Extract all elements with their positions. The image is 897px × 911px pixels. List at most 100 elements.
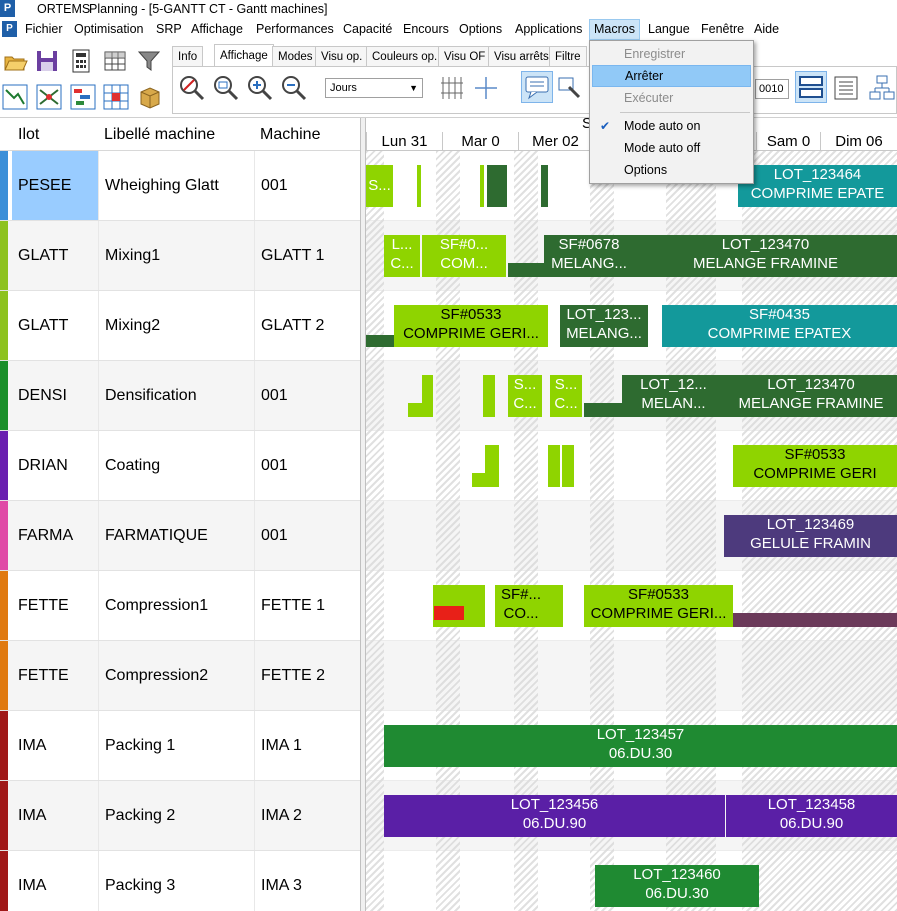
counter-field[interactable]: 0010 [755,79,789,99]
link-icon[interactable] [2,84,28,110]
gantt-bar[interactable] [472,473,485,487]
gantt-bar[interactable] [485,445,499,487]
menu-encours[interactable]: Encours [403,22,449,36]
gantt-bar[interactable]: LOT_123469 GELULE FRAMIN [724,515,897,557]
filter-icon[interactable] [136,48,162,74]
table-row[interactable]: FARMA FARMATIQUE 001 [0,501,360,571]
cell-libelle[interactable]: Wheighing Glatt [98,151,254,220]
gantt-bar[interactable]: LOT_123460 06.DU.30 [595,865,759,907]
gantt-bar[interactable] [483,375,495,417]
menu-applications[interactable]: Applications [515,22,583,36]
crosshair-icon[interactable] [471,73,501,103]
cell-machine[interactable]: 001 [254,361,360,430]
cell-ilot[interactable]: DRIAN [18,457,68,474]
zoom-in-icon[interactable] [245,73,275,103]
gantt-bar[interactable]: S... [366,165,393,207]
gantt-bar[interactable]: LOT_123457 06.DU.30 [384,725,897,767]
cell-ilot[interactable]: FETTE [18,667,69,684]
cell-machine[interactable]: GLATT 1 [254,221,360,290]
table-row[interactable]: DENSI Densification 001 [0,361,360,431]
gantt-bar[interactable]: SF#0435 COMPRIME EPATEX [662,305,897,347]
gantt-bar[interactable] [584,403,622,417]
gantt-bar[interactable]: S... C... [508,375,542,417]
column-header-machine[interactable]: Machine [260,126,321,143]
cell-libelle[interactable]: Densification [98,361,254,430]
cell-ilot[interactable]: DENSI [18,387,67,404]
splitter[interactable] [360,118,366,911]
gantt-bar[interactable] [408,403,422,417]
gantt-bar[interactable]: SF#0533 COMPRIME GERI [733,445,897,487]
grid-table-icon[interactable] [102,48,128,74]
cell-machine[interactable]: FETTE 2 [254,641,360,710]
menu-optimisation[interactable]: Optimisation [74,22,144,36]
package-icon[interactable] [137,84,163,110]
column-header-libelle[interactable]: Libellé machine [104,126,216,143]
table-row[interactable]: IMA Packing 3 IMA 3 [0,851,360,911]
zoom-fit-icon[interactable] [211,73,241,103]
menu-options[interactable]: Options [459,22,503,36]
table-row[interactable]: GLATT Mixing2 GLATT 2 [0,291,360,361]
grid-icon[interactable] [103,84,129,110]
cell-libelle[interactable]: Mixing1 [98,221,254,290]
menu-item-options[interactable]: Options [624,163,668,177]
zoom-out-icon[interactable] [279,73,309,103]
cell-ilot[interactable]: FETTE [18,597,69,614]
tab-visu-arrets[interactable]: Visu arrêts [488,46,555,66]
gantt-bar[interactable]: LOT_123464 COMPRIME EPATE [738,165,897,207]
cell-libelle[interactable]: Packing 1 [98,711,254,780]
gantt-bar[interactable]: SF#0533 COMPRIME GERI... [394,305,548,347]
cell-ilot[interactable]: FARMA [18,527,74,544]
menu-capacite[interactable]: Capacité [343,22,393,36]
table-row[interactable]: PESEE Wheighing Glatt 001 [0,151,360,221]
grid-lines-icon[interactable] [437,73,467,103]
gantt-bar[interactable] [547,585,563,627]
menu-fenetre[interactable]: Fenêtre [701,22,745,36]
calculator-icon[interactable] [68,48,94,74]
table-row[interactable]: FETTE Compression1 FETTE 1 [0,571,360,641]
menu-langue[interactable]: Langue [648,22,690,36]
cell-libelle[interactable]: Mixing2 [98,291,254,360]
menu-fichier[interactable]: Fichier [25,22,63,36]
document-logo-icon[interactable]: P [2,21,17,37]
cell-machine[interactable]: 001 [254,501,360,570]
gantt-bar[interactable] [733,613,897,627]
gantt-icon[interactable] [70,84,96,110]
cell-ilot[interactable]: IMA [18,737,47,754]
gantt-bar[interactable]: SF#0678 MELANG... [544,235,634,277]
table-row[interactable]: IMA Packing 2 IMA 2 [0,781,360,851]
open-folder-icon[interactable] [2,48,28,74]
gantt-bar[interactable] [480,165,484,207]
menu-performances[interactable]: Performances [256,22,334,36]
comment-icon[interactable] [521,71,553,103]
cell-machine[interactable]: IMA 3 [254,851,360,911]
tab-visu-of[interactable]: Visu OF [438,46,492,66]
gantt-bar[interactable]: LOT_123458 06.DU.90 [726,795,897,837]
gantt-bar[interactable]: SF#0533 COMPRIME GERI... [584,585,733,627]
cell-machine[interactable]: IMA 2 [254,781,360,850]
cell-machine[interactable]: 001 [254,151,360,220]
gantt-bar[interactable] [417,165,421,207]
layout-icon[interactable] [795,71,827,103]
gantt-bar[interactable] [422,375,433,417]
cell-ilot[interactable]: GLATT [18,317,69,334]
gantt-bar[interactable]: L... C... [384,235,420,277]
cell-libelle[interactable]: Compression1 [98,571,254,640]
cell-ilot[interactable]: IMA [18,807,47,824]
gantt-bar[interactable]: LOT_12... MELAN... [622,375,725,417]
tab-info[interactable]: Info [172,46,204,66]
cell-libelle[interactable]: Coating [98,431,254,500]
tab-filtre[interactable]: Filtre [549,46,587,66]
cell-libelle[interactable]: Packing 2 [98,781,254,850]
gantt-bar[interactable]: LOT_123470 MELANGE FRAMINE [634,235,897,277]
tab-affichage[interactable]: Affichage [214,44,274,66]
gantt-bar[interactable] [562,445,574,487]
tab-modes[interactable]: Modes [272,46,319,66]
save-icon[interactable] [34,48,60,74]
menu-item-mode-auto-on[interactable]: Mode auto on [624,119,701,133]
gantt-bar[interactable] [548,445,560,487]
cell-machine[interactable]: GLATT 2 [254,291,360,360]
tools-icon[interactable] [555,73,585,103]
cell-ilot[interactable]: GLATT [18,247,69,264]
menu-aide[interactable]: Aide [754,22,780,36]
network-icon[interactable] [36,84,62,110]
